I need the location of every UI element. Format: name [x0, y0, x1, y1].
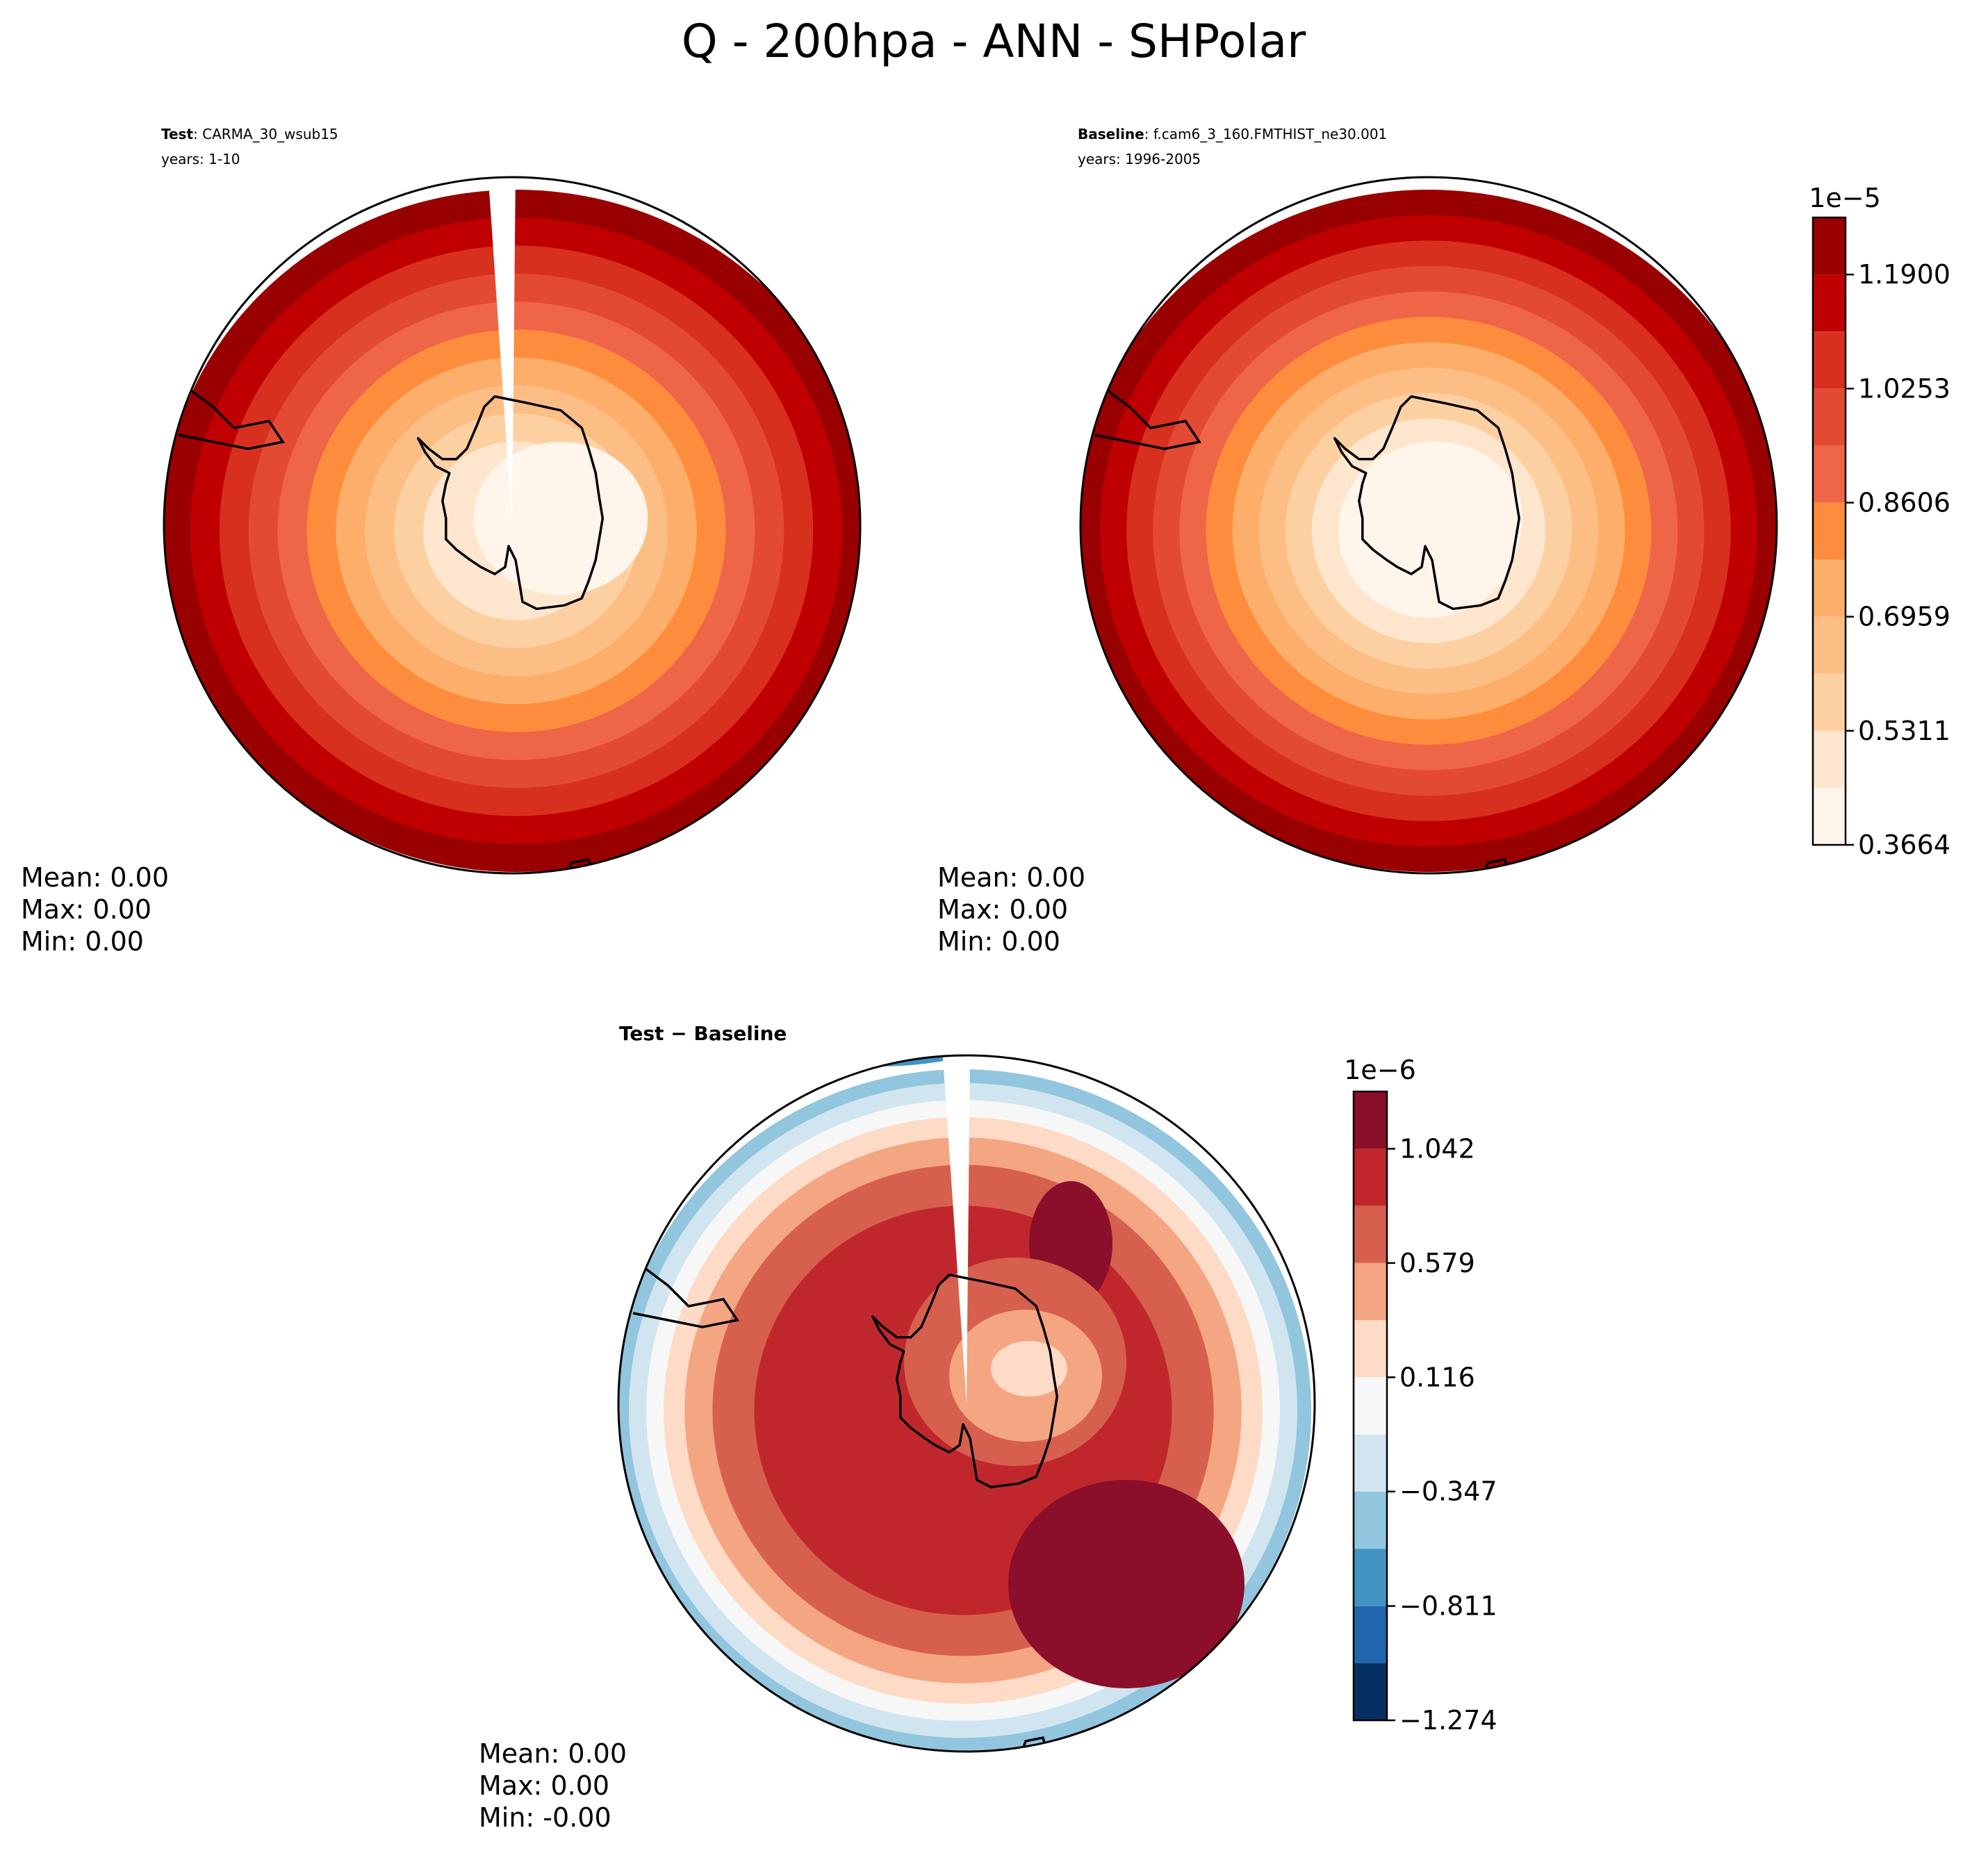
cbar-main-segment-7 [1813, 388, 1846, 446]
diff-map [617, 1054, 1316, 1753]
cbar-diff-segment-7 [1354, 1262, 1387, 1321]
cbar-diff-segment-6 [1354, 1320, 1387, 1378]
test-years: years: 1-10 [161, 151, 240, 167]
cbar-main-segment-2 [1813, 673, 1846, 731]
cbar-diff-segment-1 [1354, 1606, 1387, 1663]
test-label-bold: Test [161, 126, 193, 142]
baseline-years: years: 1996-2005 [1078, 151, 1201, 167]
diff-coastline-south-america [632, 1263, 739, 1328]
diff-coastline [871, 1273, 1059, 1489]
cbar-main-segment-10 [1813, 217, 1846, 275]
cbar-diff-segment-9 [1354, 1148, 1387, 1206]
diff-panel-label: Test − Baseline [619, 1022, 787, 1045]
diff-label-rest: Baseline [693, 1022, 787, 1045]
cbar-main-segment-1 [1813, 730, 1846, 788]
test-map [163, 176, 862, 875]
cbar-diff-tick-label-5: 1.042 [1399, 1133, 1475, 1164]
cbar-diff-tick-label-1: −0.811 [1399, 1591, 1497, 1622]
baseline-coastline-south-america [1094, 385, 1201, 450]
baseline-map-frame [1079, 176, 1778, 875]
diff-label-mid: − [664, 1022, 693, 1045]
cbar-diff-tick-label-0: −1.274 [1399, 1705, 1497, 1736]
baseline-panel-label: Baseline: f.cam6_3_160.FMTHIST_ne30.001 [1078, 126, 1387, 142]
cbar-main-tick-label-0: 0.3664 [1858, 830, 1950, 860]
cbar-diff-segment-8 [1354, 1205, 1387, 1263]
test-label-rest: : CARMA_30_wsub15 [193, 126, 338, 142]
diff-map-frame [617, 1054, 1316, 1753]
diff-negative-lobe-top [758, 1055, 967, 1066]
diff-missing-sector [942, 1055, 970, 1403]
baseline-coastline [1333, 395, 1521, 611]
cbar-diff-segment-3 [1354, 1491, 1387, 1549]
test-max: Max: 0.00 [21, 894, 151, 925]
baseline-contour-core [1348, 441, 1523, 595]
baseline-min: Min: 0.00 [937, 926, 1060, 957]
baseline-max: Max: 0.00 [937, 894, 1068, 925]
baseline-stats: Mean: 0.00 Max: 0.00 Min: 0.00 [937, 862, 1085, 957]
diff-colorbar: −1.274 −0.811 −0.347 0.116 0.579 1.042 [1352, 1090, 1497, 1736]
diff-stats: Mean: 0.00 Max: 0.00 Min: -0.00 [479, 1738, 627, 1833]
test-min: Min: 0.00 [21, 926, 144, 957]
cbar-diff-segment-2 [1354, 1549, 1387, 1606]
diff-min: Min: -0.00 [479, 1802, 611, 1833]
cbar-diff-segment-10 [1354, 1092, 1387, 1149]
baseline-label-bold: Baseline [1078, 126, 1144, 142]
test-map-frame [163, 176, 862, 875]
cbar-main-segment-6 [1813, 445, 1846, 503]
test-contour-core [473, 441, 648, 595]
cbar-diff-outline [1352, 1090, 1388, 1722]
cbar-diff-segment-4 [1354, 1434, 1387, 1492]
cbar-main-segment-0 [1813, 787, 1846, 845]
cbar-diff-tick-label-3: 0.116 [1399, 1362, 1475, 1392]
diff-label-bold: Test [619, 1022, 664, 1045]
baseline-map [1079, 176, 1778, 875]
cbar-main-segment-8 [1813, 331, 1846, 389]
cbar-main-segment-5 [1813, 502, 1846, 560]
test-panel-label: Test: CARMA_30_wsub15 [161, 126, 338, 142]
cbar-main-tick-label-4: 1.0253 [1858, 373, 1950, 404]
cbar-diff-tick-label-4: 0.579 [1399, 1248, 1475, 1278]
baseline-label-rest: : f.cam6_3_160.FMTHIST_ne30.001 [1144, 126, 1388, 142]
figure-title: Q - 200hpa - ANN - SHPolar [682, 15, 1306, 68]
diff-max: Max: 0.00 [479, 1770, 609, 1801]
cbar-diff-segment-5 [1354, 1377, 1387, 1435]
cbar-main-outline [1812, 216, 1847, 846]
test-missing-sector [488, 177, 516, 525]
cbar-main-tick-label-3: 0.8606 [1858, 487, 1950, 518]
test-coastline [416, 395, 605, 611]
diff-inner-core [991, 1341, 1067, 1397]
test-coastline-south-america [178, 385, 285, 450]
diff-mean: Mean: 0.00 [479, 1738, 627, 1769]
cbar-main-tick-label-5: 1.1900 [1858, 259, 1950, 290]
baseline-mean: Mean: 0.00 [937, 862, 1085, 893]
cbar-main-segment-4 [1813, 559, 1846, 617]
cbar-main-tick-label-1: 0.5311 [1858, 716, 1950, 746]
diff-colorbar-exponent: 1e−6 [1344, 1055, 1416, 1085]
main-colorbar-exponent: 1e−5 [1809, 183, 1881, 213]
cbar-main-segment-9 [1813, 274, 1846, 332]
cbar-diff-segment-0 [1354, 1663, 1387, 1720]
cbar-diff-tick-label-2: −0.347 [1399, 1476, 1497, 1507]
cbar-main-tick-label-2: 0.6959 [1858, 602, 1950, 632]
cbar-main-segment-3 [1813, 616, 1846, 674]
test-stats: Mean: 0.00 Max: 0.00 Min: 0.00 [21, 862, 169, 957]
test-mean: Mean: 0.00 [21, 862, 169, 893]
main-colorbar: 0.3664 0.5311 0.6959 0.8606 1.0253 1.1900 [1812, 216, 1950, 860]
diff-max-blob [1008, 1480, 1244, 1688]
